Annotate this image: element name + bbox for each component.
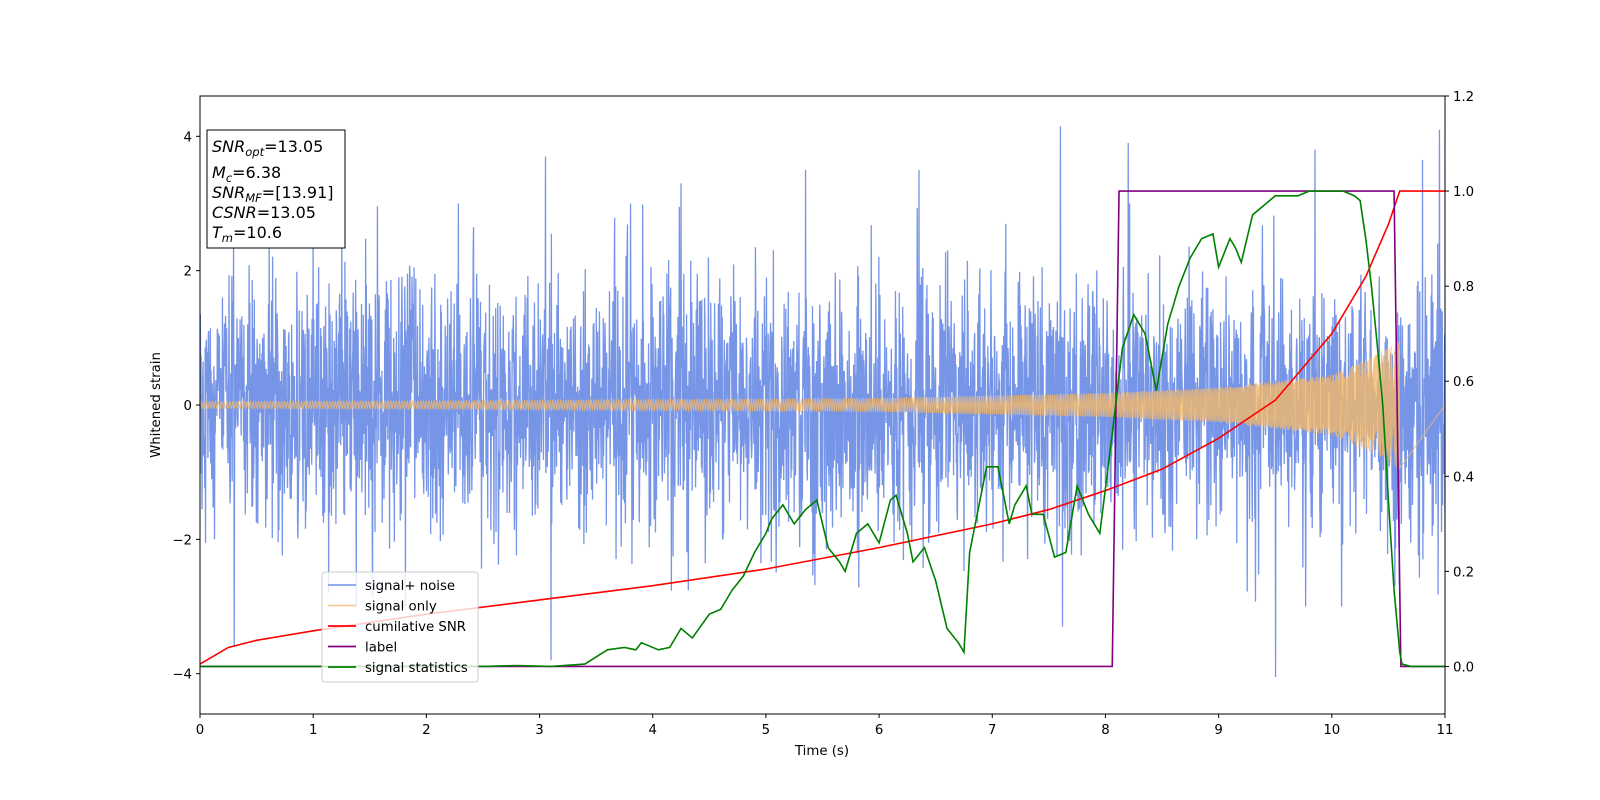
legend-label-signal-noise: signal+ noise <box>365 579 455 594</box>
series-signal-statistics-line <box>200 190 1445 668</box>
x-tick-label: 3 <box>535 723 543 738</box>
legend-frame <box>321 571 479 683</box>
x-tick-label: 2 <box>422 723 430 738</box>
x-tick-label: 10 <box>1323 723 1340 738</box>
y-tick-label: 4 <box>184 130 192 145</box>
info-box: SNRopt=13.05 Mc=6.38SNRMF=[13.91]CSNR=13.… <box>206 129 346 249</box>
legend-label-cumilative-snr: cumilative SNR <box>365 620 466 635</box>
x-tick-label: 7 <box>988 723 996 738</box>
x-tick-label: 9 <box>1214 723 1222 738</box>
x-tick-label: 11 <box>1437 723 1454 738</box>
y-tick-label: −2 <box>172 533 192 548</box>
x-axis-label: Time (s) <box>794 744 849 759</box>
legend-label-signal-statistics: signal statistics <box>365 661 468 676</box>
y2-tick-label: 0.4 <box>1453 470 1474 485</box>
series-signal-only-line <box>200 342 1445 470</box>
legend-label-signal-only: signal only <box>365 600 437 615</box>
y-tick-label: −4 <box>172 668 192 683</box>
y2-tick-label: 0.8 <box>1453 280 1474 295</box>
info-line-snr-opt: SNRopt=13.05 <box>212 137 323 159</box>
y2-tick-label: 0.0 <box>1453 660 1474 675</box>
x-tick-label: 6 <box>875 723 883 738</box>
y-axis-label: Whitened strain <box>149 352 164 458</box>
y-tick-label: 2 <box>184 265 192 280</box>
x-tick-label: 4 <box>648 723 656 738</box>
info-box-frame <box>206 129 346 249</box>
y-tick-label: 0 <box>184 399 192 414</box>
y2-tick-label: 0.6 <box>1453 375 1474 390</box>
info-line-m-c: Mc=6.38 <box>212 163 281 185</box>
info-line-csnr: CSNR=13.05 <box>212 203 316 222</box>
x-tick-label: 8 <box>1101 723 1109 738</box>
info-line-snr-mf: SNRMF=[13.91] <box>212 183 334 205</box>
x-tick-label: 1 <box>309 723 317 738</box>
axes-layer: 0 1 2 3 4 5 6 7 8 9 10 11 −4 −2 0 2 4 0.0 0.2 0.4 0.6 0.8 1.0 1… <box>172 90 1474 738</box>
info-line-t-m: Tm=10.6 <box>212 223 282 245</box>
y2-tick-label: 1.0 <box>1453 185 1474 200</box>
x-tick-label: 5 <box>762 723 770 738</box>
y2-tick-label: 1.2 <box>1453 90 1474 105</box>
y2-tick-label: 0.2 <box>1453 565 1474 580</box>
legend-label-label: label <box>365 641 397 656</box>
x-tick-label: 0 <box>196 723 204 738</box>
legend: signal+ noise signal only cumilative SNR la… <box>321 571 479 683</box>
